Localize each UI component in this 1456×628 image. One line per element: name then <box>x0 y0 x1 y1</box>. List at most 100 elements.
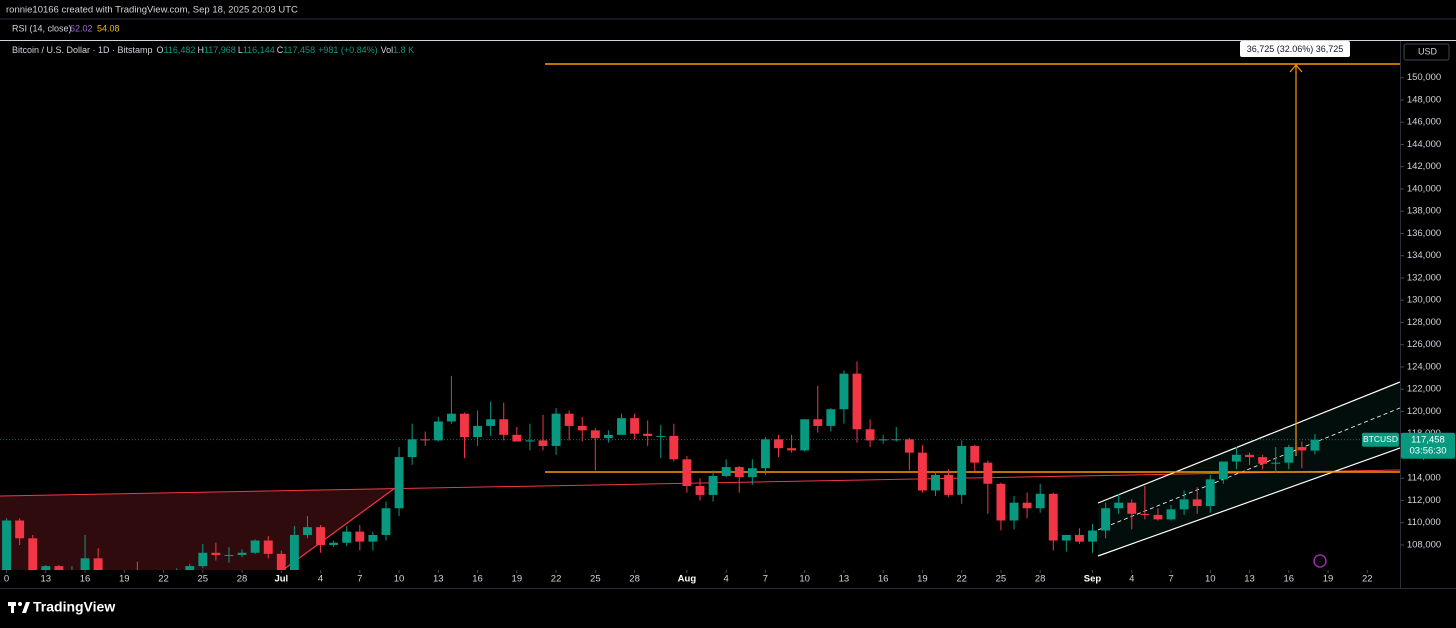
symbol-box <box>1362 432 1399 447</box>
symbol-title: Bitcoin / U.S. Dollar · 1D · Bitstamp <box>12 45 153 55</box>
candle-body <box>603 434 613 439</box>
x-tick-label: Jul <box>274 574 288 585</box>
candle-body <box>446 413 456 422</box>
y-tick-label: 142,000 <box>1407 161 1441 172</box>
x-tick-label: 0 <box>4 574 9 585</box>
y-tick-label: 130,000 <box>1407 295 1441 306</box>
candle-body <box>1179 499 1189 510</box>
candle-body <box>512 434 522 442</box>
candle-body <box>1271 462 1281 464</box>
x-tick-label: 13 <box>1244 574 1255 585</box>
candle-body <box>904 439 914 453</box>
candle-body <box>656 435 666 437</box>
x-tick-label: 4 <box>1129 574 1134 585</box>
candle-body <box>682 459 692 487</box>
y-tick-label: 132,000 <box>1407 272 1441 283</box>
brand-logo <box>8 602 30 613</box>
x-tick-label: 13 <box>433 574 444 585</box>
candle-body <box>185 566 195 570</box>
candle-body <box>931 474 940 491</box>
x-tick-label: 10 <box>1205 574 1216 585</box>
candle-body <box>486 419 496 426</box>
candle-body <box>1153 514 1163 520</box>
candle-body <box>695 486 705 495</box>
x-tick-label: 7 <box>763 574 768 585</box>
candle-body <box>303 527 312 535</box>
candle-body <box>996 483 1006 521</box>
candle-body <box>813 419 823 426</box>
last-price-box <box>1401 432 1455 459</box>
value: 116,482 <box>164 45 196 55</box>
value: 117,458 <box>283 45 315 55</box>
trend-line <box>282 487 396 570</box>
x-tick-label: 19 <box>119 574 130 585</box>
x-tick-label: 19 <box>512 574 523 585</box>
candle-body <box>263 540 273 554</box>
y-tick-label: 112,000 <box>1407 495 1441 506</box>
x-tick-label: Aug <box>678 574 697 585</box>
channel-line <box>1097 381 1400 504</box>
candle-body <box>826 409 836 426</box>
candle-body <box>1310 439 1320 451</box>
y-tick-label: 124,000 <box>1407 361 1441 372</box>
candle-body <box>433 421 443 441</box>
candle-body <box>577 425 587 431</box>
candle-body <box>289 534 299 570</box>
x-tick-label: 19 <box>917 574 928 585</box>
candle-body <box>1284 447 1294 463</box>
x-tick-label: 4 <box>318 574 323 585</box>
candle-body <box>276 553 286 570</box>
candle-body <box>643 433 653 436</box>
candle-body <box>224 554 234 556</box>
candle-body <box>774 439 783 449</box>
logo-part <box>22 602 30 613</box>
x-tick-label: 25 <box>590 574 601 585</box>
rsi-value: 62.02 <box>70 23 93 33</box>
ohlc-legend: Bitcoin / U.S. Dollar · 1D · Bitstamp O11… <box>12 45 414 55</box>
candle-body <box>499 419 509 435</box>
label: C <box>277 45 284 55</box>
channel-mid <box>1097 407 1400 531</box>
candle-body <box>1048 493 1058 541</box>
y-tick-label: 136,000 <box>1407 228 1441 239</box>
candle-body <box>1127 502 1137 514</box>
candle-body <box>1192 499 1202 507</box>
countdown: 03:56:30 <box>1410 445 1447 456</box>
x-tick-label: 10 <box>394 574 405 585</box>
candle-body <box>957 445 967 495</box>
x-tick-label: 22 <box>956 574 967 585</box>
logo-part <box>18 602 22 606</box>
candle-body <box>1258 457 1268 464</box>
candle-body <box>28 538 38 570</box>
candle-body <box>734 467 744 478</box>
event-icon <box>1313 554 1327 568</box>
candle-body <box>473 425 483 438</box>
symbol-label: BTCUSD <box>1363 434 1398 444</box>
candle-body <box>1205 479 1215 507</box>
credit: ronnie10166 created with TradingView.com… <box>6 5 298 16</box>
currency-box <box>1403 43 1450 61</box>
candle-body <box>342 531 352 543</box>
candle-body <box>721 467 731 476</box>
candle-body <box>80 558 90 570</box>
candle-body <box>198 552 208 567</box>
label: H <box>197 45 204 55</box>
candle-body <box>1074 534 1084 542</box>
candle-body <box>551 413 561 446</box>
x-tick-label: 28 <box>629 574 640 585</box>
x-tick-label: 16 <box>472 574 483 585</box>
candle-body <box>250 540 260 553</box>
candle-body <box>630 418 640 434</box>
x-tick-label: 16 <box>1283 574 1294 585</box>
y-tick-label: 134,000 <box>1407 250 1441 261</box>
candle-body <box>852 373 862 430</box>
candle-body <box>368 534 378 542</box>
candles <box>0 361 1400 570</box>
x-tick-label: 22 <box>551 574 562 585</box>
candle-body <box>1297 447 1307 451</box>
candle-body <box>917 452 927 491</box>
y-tick-label: 144,000 <box>1407 139 1441 150</box>
y-tick-label: 120,000 <box>1407 406 1441 417</box>
rsi-title: RSI (14, close) <box>12 23 72 33</box>
x-tick-label: 19 <box>1323 574 1334 585</box>
